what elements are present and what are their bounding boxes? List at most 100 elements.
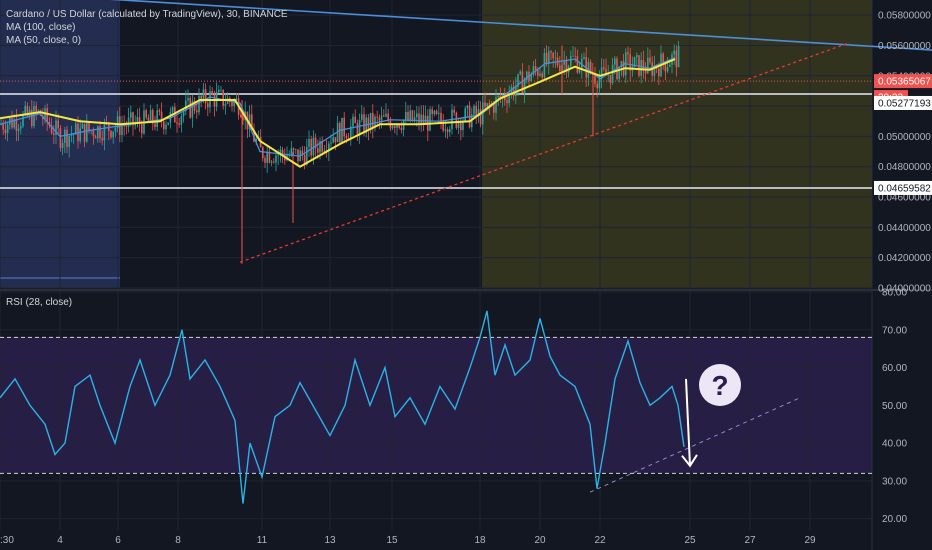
time-tick-3[interactable]: 8 bbox=[175, 535, 181, 546]
candle-body bbox=[446, 129, 449, 133]
time-tick-9[interactable]: 22 bbox=[594, 535, 606, 546]
time-tick-11[interactable]: 27 bbox=[744, 535, 756, 546]
candle-body bbox=[394, 126, 396, 128]
time-tick-1[interactable]: 4 bbox=[57, 535, 63, 546]
candle-body bbox=[37, 110, 40, 113]
time-tick-4[interactable]: 11 bbox=[257, 535, 268, 546]
candle-body bbox=[594, 74, 596, 84]
candle-body bbox=[420, 114, 422, 125]
rsi-down-arrow-shaft[interactable] bbox=[685, 378, 691, 466]
candle-body bbox=[600, 67, 603, 79]
rsi-tick-6[interactable]: 80.00 bbox=[882, 288, 907, 299]
candle-body bbox=[158, 110, 161, 112]
rsi-tick-3[interactable]: 50.00 bbox=[882, 401, 907, 412]
time-tick-8[interactable]: 20 bbox=[534, 535, 546, 546]
rsi-tick-2[interactable]: 40.00 bbox=[882, 439, 907, 450]
question-bubble[interactable] bbox=[699, 364, 741, 406]
candle-body bbox=[306, 146, 308, 165]
trendlines[interactable] bbox=[0, 0, 932, 263]
candle-body bbox=[598, 78, 601, 89]
time-tick-2[interactable]: 6 bbox=[115, 535, 121, 546]
price-tick-3[interactable]: 0.04600000 bbox=[878, 193, 931, 204]
candle-body bbox=[460, 120, 462, 131]
resistance-trendline[interactable] bbox=[0, 0, 932, 51]
time-tick-0[interactable]: :30 bbox=[0, 535, 14, 546]
candle-body bbox=[116, 116, 119, 128]
candle-body bbox=[127, 117, 130, 127]
rsi-series bbox=[0, 310, 685, 504]
price-tick-8[interactable]: 0.05600000 bbox=[878, 41, 931, 52]
candle-body bbox=[123, 125, 125, 127]
rsi-legend: RSI (28, close) bbox=[6, 296, 72, 309]
horizontal-levels[interactable] bbox=[0, 80, 872, 474]
candle-body bbox=[275, 155, 277, 163]
level-upper-tag[interactable]: 0.05277193 bbox=[878, 98, 931, 109]
candle-body bbox=[301, 150, 304, 155]
rsi-tick-5[interactable]: 70.00 bbox=[882, 325, 907, 336]
candle-body bbox=[572, 55, 574, 57]
candle-body bbox=[279, 149, 282, 155]
candle-body bbox=[358, 119, 361, 136]
time-tick-6[interactable]: 15 bbox=[386, 535, 398, 546]
candle-body bbox=[576, 56, 579, 73]
time-tick-10[interactable]: 25 bbox=[684, 535, 696, 546]
candle-body bbox=[83, 123, 86, 142]
candle-body bbox=[662, 53, 664, 64]
symbol-title[interactable]: Cardano / US Dollar (calculated by Tradi… bbox=[6, 9, 288, 20]
candle-body bbox=[196, 110, 198, 113]
candle-body bbox=[290, 148, 293, 155]
candle-body bbox=[121, 125, 123, 136]
time-axis[interactable]: :30 4 6 8 11 13 15 18 20 22 25 27 29 bbox=[0, 535, 816, 546]
candle-body bbox=[449, 128, 451, 133]
price-tick-4[interactable]: 0.04800000 bbox=[878, 162, 931, 173]
price-tick-9[interactable]: 0.05800000 bbox=[878, 11, 931, 22]
candle-body bbox=[35, 105, 37, 113]
rsi-tick-1[interactable]: 30.00 bbox=[882, 476, 907, 487]
current-price-tag[interactable]: 0.05365067 bbox=[878, 77, 931, 88]
time-tick-5[interactable]: 13 bbox=[324, 535, 336, 546]
price-tick-5[interactable]: 0.05000000 bbox=[878, 132, 931, 143]
candle-body bbox=[583, 57, 585, 59]
candle-body bbox=[543, 52, 546, 78]
candle-body bbox=[160, 111, 163, 122]
candle-body bbox=[334, 137, 337, 143]
rsi-annotations[interactable]: ? bbox=[589, 364, 801, 493]
rsi-dashed-trendline[interactable] bbox=[589, 397, 801, 493]
level-lower-tag[interactable]: 0.04659582 bbox=[878, 183, 931, 194]
rsi-tick-4[interactable]: 60.00 bbox=[882, 363, 907, 374]
candle-body bbox=[211, 91, 213, 95]
time-tick-7[interactable]: 18 bbox=[474, 535, 486, 546]
candle-body bbox=[141, 124, 143, 134]
price-tick-2[interactable]: 0.04400000 bbox=[878, 223, 931, 234]
candle-body bbox=[385, 113, 387, 117]
rsi-legend-label[interactable]: RSI (28, close) bbox=[6, 297, 73, 308]
candle-body bbox=[323, 150, 326, 152]
time-tick-12[interactable]: 29 bbox=[804, 535, 816, 546]
price-tick-1[interactable]: 0.04200000 bbox=[878, 253, 931, 264]
candle-body bbox=[57, 120, 59, 129]
candle-body bbox=[352, 116, 354, 127]
candle-body bbox=[319, 141, 321, 153]
candle-body bbox=[46, 108, 48, 122]
ma50-legend-label[interactable]: MA (50, close, 0) bbox=[6, 35, 82, 46]
rsi-tick-0[interactable]: 20.00 bbox=[882, 514, 907, 525]
price-tick-0[interactable]: 0.04000000 bbox=[878, 284, 931, 295]
candle-body bbox=[473, 105, 475, 115]
candle-body bbox=[649, 57, 651, 63]
ma100-legend-label[interactable]: MA (100, close) bbox=[6, 22, 76, 33]
rsi-down-arrow-head[interactable] bbox=[681, 454, 698, 468]
candle-body bbox=[453, 109, 455, 113]
candle-body bbox=[242, 117, 244, 121]
support-trendline[interactable] bbox=[239, 41, 851, 263]
candle-body bbox=[464, 108, 466, 122]
candle-body bbox=[477, 109, 480, 116]
candle-body bbox=[138, 117, 141, 125]
candle-body bbox=[611, 64, 614, 83]
candle-body bbox=[24, 105, 26, 115]
price-axes[interactable]: 0.04000000 0.04200000 0.04400000 0.04600000… bbox=[874, 11, 932, 526]
candle-body bbox=[486, 103, 488, 107]
current-price-tag-bg bbox=[874, 74, 932, 89]
candle-body bbox=[255, 139, 257, 142]
candle-body bbox=[97, 126, 99, 139]
